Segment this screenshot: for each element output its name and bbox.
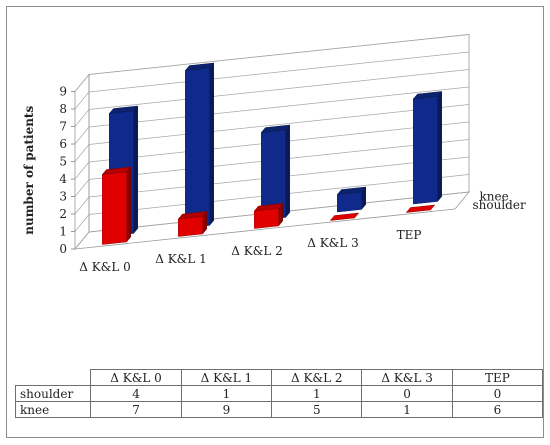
bar-front [413, 96, 438, 205]
bar-shoulder-1 [177, 210, 208, 237]
y-tick-label: 1 [59, 225, 67, 239]
table-cell: 6 [451, 401, 544, 418]
gridline [74, 34, 470, 92]
table-cell: 7 [90, 401, 182, 418]
gridline [74, 69, 470, 127]
table-row: shoulder 4 1 1 0 0 [14, 385, 544, 402]
y-tick-label: 0 [59, 242, 67, 256]
gridline [74, 86, 470, 145]
series-axis-label: knee [480, 189, 509, 203]
y-tick-label: 2 [59, 207, 67, 221]
bar-shoulder-0 [101, 166, 132, 245]
table-column-header: Δ K&L 0 [90, 369, 182, 386]
table-cell: 5 [271, 401, 363, 418]
y-tick-label: 5 [59, 155, 67, 169]
y-tick-label: 7 [59, 120, 67, 134]
table-cell: 0 [361, 385, 453, 402]
y-tick-label: 9 [59, 85, 67, 99]
bar-side [285, 124, 290, 219]
bar-front [102, 171, 127, 245]
bar-top [184, 62, 215, 71]
table-cell: 1 [361, 401, 453, 418]
table-column-header: TEP [451, 369, 544, 386]
table-corner-cell [15, 369, 92, 386]
bar-side [209, 62, 214, 227]
table-cell: 1 [271, 385, 363, 402]
table-row: knee 7 9 5 1 6 [14, 401, 544, 418]
bar-top [412, 91, 443, 100]
table-row-header: shoulder [14, 385, 92, 402]
bar-side [133, 105, 138, 235]
bar-shoulder-2 [253, 202, 284, 229]
bar-top [253, 203, 284, 212]
bar-shoulder-3 [329, 212, 360, 221]
bar-top [329, 212, 360, 221]
bar-knee-2 [260, 124, 291, 221]
bar-shoulder-4 [405, 204, 436, 213]
bar-front [178, 216, 203, 237]
table-column-header: Δ K&L 2 [271, 369, 363, 386]
x-tick-label: Δ K&L 0 [79, 260, 131, 274]
y-tick-label: 8 [59, 102, 67, 116]
table-row-header: knee [14, 401, 92, 418]
table-cell: 1 [180, 385, 273, 402]
grid-group: 0 1 2 3 4 5 6 7 8 9 [59, 34, 470, 256]
gridline [74, 51, 470, 110]
bars-group [101, 62, 443, 245]
bar-top [405, 204, 436, 213]
bar-front [185, 67, 210, 229]
x-tick-label: Δ K&L 3 [307, 236, 359, 250]
table-cell: 4 [90, 385, 182, 402]
bar-side [437, 90, 442, 203]
bar-front [337, 191, 362, 213]
y-axis-label: number of patients [22, 106, 36, 235]
gridline [74, 121, 470, 180]
bar-top [101, 166, 132, 175]
bar-knee-4 [412, 90, 443, 205]
gridline [74, 174, 470, 232]
table-column-header: Δ K&L 1 [180, 369, 273, 386]
gridline [74, 104, 470, 162]
bar-chart-3d: 0 1 2 3 4 5 6 7 8 9 number of patients Δ K&L 0 Δ K&L… [22, 34, 526, 274]
bar-front [254, 208, 279, 229]
bar-top [260, 124, 291, 133]
bar-knee-3 [336, 186, 367, 213]
x-tick-label: Δ K&L 1 [155, 252, 207, 266]
table-column-header: Δ K&L 3 [361, 369, 453, 386]
series-axis-label: shoulder [473, 198, 526, 212]
gridline [74, 156, 470, 215]
bar-side [126, 166, 131, 243]
table-cell: 0 [451, 385, 544, 402]
gridline [74, 139, 470, 197]
bar-top [177, 211, 208, 220]
y-tick-label: 6 [59, 137, 67, 151]
bar-top [336, 186, 367, 195]
bar-top [108, 105, 139, 114]
x-tick-label: Δ K&L 2 [231, 244, 283, 258]
x-tick-label: TEP [397, 228, 422, 242]
y-tick-label: 4 [59, 172, 67, 186]
table-cell: 9 [180, 401, 273, 418]
y-tick-label: 3 [59, 190, 67, 204]
bar-knee-1 [184, 62, 215, 229]
